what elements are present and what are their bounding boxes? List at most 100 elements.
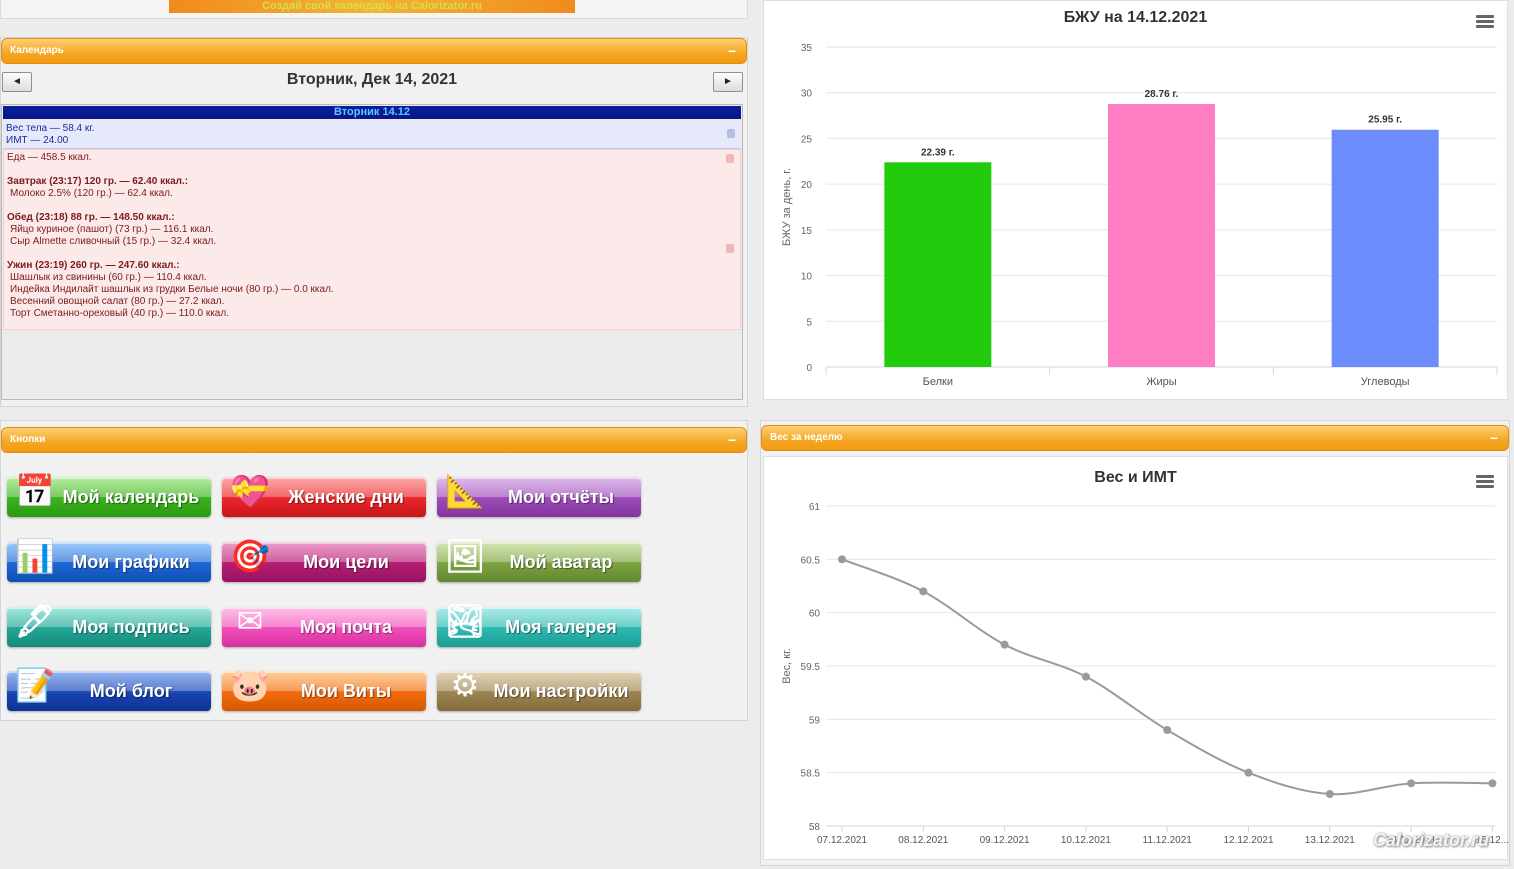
piggy-bank-icon: 🐷 [230, 667, 270, 703]
bju-chart: 0 5 10 15 20 25 30 35 22.39 г. Белки 28.76 г. Жиры 2… [781, 43, 1498, 388]
meal-item: Торт Сметанно-ореховый (40 гр.) — 110.0 … [10, 308, 229, 319]
mail-icon: ✉ [236, 603, 264, 639]
menu-button[interactable]: 📐 Мои отчёты [437, 473, 641, 517]
y-tick-label: 10 [801, 272, 813, 283]
menu-button-label: Мои цели [303, 552, 389, 572]
menu-button[interactable]: 🎯 Мои цели [222, 538, 426, 582]
y-tick-label: 5 [806, 317, 812, 328]
promo-banner[interactable]: Создай свой календарь на Calorizator.ru [169, 0, 575, 13]
menu-button[interactable]: 🖼 Мой аватар [437, 538, 641, 582]
note-icon[interactable] [727, 129, 735, 138]
y-tick-label: 58 [809, 822, 821, 833]
menu-button[interactable]: 💝 Женские дни [222, 473, 426, 517]
drafting-tools-icon: 📐 [445, 473, 485, 509]
x-tick-label: 13.12.2021 [1305, 835, 1355, 846]
x-tick-label: 10.12.2021 [1061, 835, 1111, 846]
next-day-button[interactable]: ► [713, 72, 743, 92]
menu-button-label: Женские дни [288, 487, 404, 507]
x-tick-label: 12.12.2021 [1223, 835, 1273, 846]
menu-button[interactable]: ⚙ Мои настройки [437, 667, 641, 711]
day-header[interactable]: Вторник 14.12 [3, 106, 741, 119]
menu-button[interactable]: ✉ Моя почта [222, 603, 426, 647]
bar-chart-icon: 📊 [15, 538, 55, 574]
data-point-6 [1325, 790, 1334, 798]
buttons-panel-header[interactable]: Кнопки − [1, 427, 747, 453]
notebook-icon: 📝 [15, 667, 55, 703]
bmi-line: ИМТ — 24.00 [6, 135, 69, 146]
menu-button-label: Моя почта [300, 617, 392, 637]
avatar-icon: 🖼 [444, 538, 486, 574]
y-tick-label: 60.5 [801, 555, 821, 566]
meal-item: Шашлык из свинины (60 гр.) — 110.4 ккал. [10, 272, 207, 283]
calendar-panel-header[interactable]: Календарь − [1, 38, 747, 64]
bju-chart-card: БЖУ на 14.12.2021 0 5 10 15 20 25 30 35 22.39 г.… [763, 0, 1508, 400]
prev-day-button[interactable]: ◄ [2, 72, 32, 92]
meal-item: Молоко 2.5% (120 гр.) — 62.4 ккал. [10, 188, 173, 199]
menu-button-label: Мои графики [72, 552, 190, 572]
minimize-icon[interactable]: − [727, 432, 736, 448]
x-tick-label: 09.12.2021 [980, 835, 1030, 846]
heart-icon: 💝 [230, 473, 270, 509]
meal-item: Сыр Almette сливочный (15 гр.) — 32.4 кк… [10, 236, 217, 247]
photo-icon: 🏞 [444, 603, 486, 639]
x-tick-label: Углеводы [1361, 376, 1410, 388]
calendar-panel-title: Календарь [10, 45, 64, 56]
weight-line: Вес тела — 58.4 кг. [6, 123, 95, 134]
weight-panel-header[interactable]: Вес за неделю − [761, 425, 1509, 451]
data-point-0 [838, 555, 846, 564]
weight-entry[interactable]: Вес тела — 58.4 кг. ИМТ — 24.00 [3, 121, 741, 149]
minimize-icon[interactable]: − [1489, 430, 1498, 446]
note-icon[interactable] [726, 244, 734, 253]
menu-button[interactable]: 🖋 Моя подпись [7, 603, 211, 647]
food-entry[interactable]: Еда — 458.5 ккал. Завтрак (23:17) 120 гр… [3, 149, 741, 330]
x-tick-label: 14.12.2021 [1386, 835, 1436, 846]
menu-button[interactable]: 📅 Мой календарь [7, 473, 211, 517]
menu-button[interactable]: 📊 Мои графики [7, 538, 211, 582]
menu-button-label: Мой аватар [509, 552, 613, 572]
data-point-5 [1244, 768, 1253, 777]
buttons-panel: Кнопки − 📅 Мой календарь 💝 Женские дни 📐 Мои … [0, 420, 748, 721]
y-tick-label: 60 [809, 609, 821, 620]
note-icon[interactable] [726, 154, 734, 163]
chart-menu-icon[interactable] [1476, 15, 1494, 29]
calendar-icon: 📅 [15, 473, 55, 509]
menu-button[interactable]: 🐷 Мои Виты [222, 667, 426, 711]
menu-button[interactable]: 🏞 Моя галерея [437, 603, 641, 647]
buttons-panel-title: Кнопки [10, 434, 46, 445]
weight-chart-title: Вес и ИМТ [1094, 469, 1177, 486]
meal-header: Обед (23:18) 88 гр. — 148.50 ккал.: [7, 212, 175, 223]
data-label: 25.95 г. [1368, 115, 1402, 126]
meal-header: Завтрак (23:17) 120 гр. — 62.40 ккал.: [7, 176, 189, 187]
data-label: 28.76 г. [1145, 89, 1179, 100]
weight-panel-title: Вес за неделю [770, 432, 843, 443]
y-tick-label: 61 [809, 502, 821, 513]
y-tick-label: 35 [801, 43, 813, 54]
data-point-7 [1407, 779, 1416, 788]
meal-header: Ужин (23:19) 260 гр. — 247.60 ккал.: [7, 260, 180, 271]
pen-icon: 🖋 [14, 603, 56, 639]
minimize-icon[interactable]: − [727, 43, 736, 59]
weight-series-line [841, 558, 1493, 796]
bju-chart-title: БЖУ на 14.12.2021 [1063, 9, 1208, 26]
x-tick-label: Белки [923, 376, 953, 388]
data-point-3 [1081, 672, 1090, 681]
menu-button-label: Мой блог [89, 681, 173, 701]
target-icon: 🎯 [230, 538, 270, 574]
data-point-1 [919, 587, 928, 596]
data-point-8 [1488, 779, 1497, 788]
bar-1 [1108, 104, 1215, 368]
data-point-2 [1000, 640, 1009, 649]
menu-button-label: Мои настройки [493, 681, 629, 701]
weight-chart-card: Вес и ИМТ 58 58.5 59 59.5 60 60.5 61 07.12.2021… [763, 456, 1509, 860]
meal-item: Индейка Индилайт шашлык из грудки Белые … [10, 284, 334, 295]
menu-button-label: Мои отчёты [507, 487, 615, 507]
y-axis-label: БЖУ за день, г. [781, 168, 793, 246]
menu-button[interactable]: 📝 Мой блог [7, 667, 211, 711]
y-tick-label: 30 [801, 89, 813, 100]
menu-button-label: Мои Виты [300, 681, 392, 701]
chart-menu-icon[interactable] [1476, 475, 1494, 489]
x-tick-label: 07.12.2021 [817, 835, 867, 846]
food-total: Еда — 458.5 ккал. [7, 152, 92, 163]
weight-chart: 58 58.5 59 59.5 60 60.5 61 07.12.2021 08.12.2021… [781, 502, 1509, 846]
day-entry[interactable]: Вторник 14.12 Вес тела — 58.4 кг. ИМТ — … [1, 104, 743, 400]
